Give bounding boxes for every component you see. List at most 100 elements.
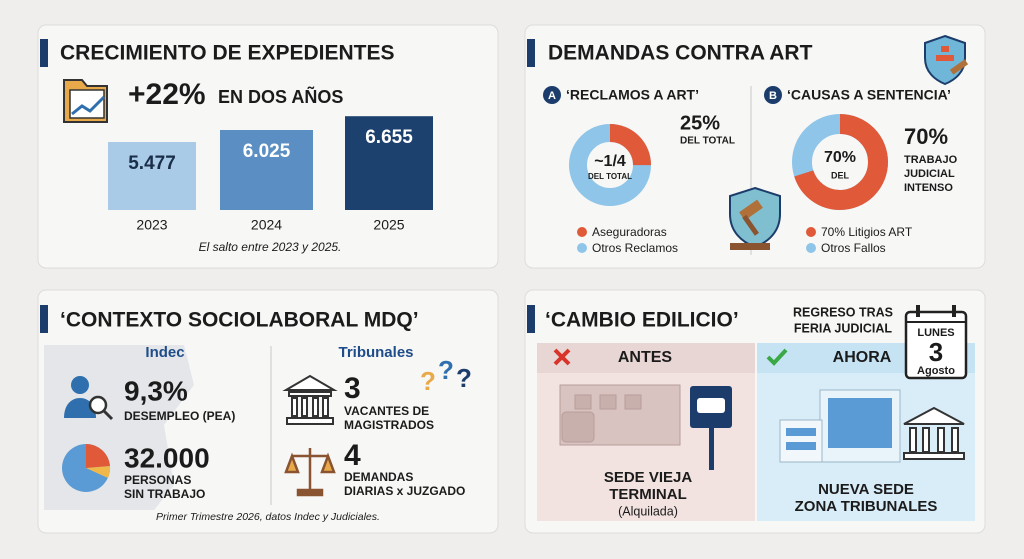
legend-label: Otros Reclamos [592,241,678,255]
bar-label: 6.025 [243,141,291,162]
building-icon [291,397,298,417]
old-building [574,394,592,410]
column-heading: Tribunales [338,344,413,361]
calendar [916,305,920,317]
new-building [779,389,901,463]
accent [527,305,535,333]
percent-caption: JUDICIAL [904,168,955,180]
stat-caption: MAGISTRADOS [344,418,434,432]
badge-text: B [769,90,777,102]
courthouse-icon [903,452,965,460]
legend-dot [806,227,816,237]
headline: +22% [128,78,206,111]
shield-icon [936,46,954,61]
question-icon: ? [420,366,436,396]
bus-stop-icon [697,398,725,413]
check-icon [766,348,788,366]
old-building [561,411,595,443]
caption: TERMINAL [609,486,687,503]
person-icon [64,376,114,421]
headline-suffix: EN DOS AÑOS [218,86,343,107]
before-header [537,343,755,373]
stat-value: 9,3% [124,375,188,406]
bar [345,116,433,210]
gavel-shield-icon [729,186,781,250]
caption-sub: (Alquilada) [618,504,678,518]
percent-caption: TRABAJO [904,154,958,166]
notice: FERIA JUDICIAL [794,321,893,335]
new-building [786,428,816,436]
caption: ZONA TRIBUNALES [795,498,938,515]
subtitle: ‘CAUSAS A SENTENCIA’ [787,87,951,103]
caption: NUEVA SEDE [818,481,914,498]
infographic: 5.477 2023 6.025 2024 6.655 2025 [108,116,433,233]
column-heading: Indec [145,344,184,361]
donut-center: 70% [824,149,856,166]
person-icon [64,398,96,418]
stat-value: 32.000 [124,442,210,473]
badge [543,86,561,104]
cross-icon [553,348,571,366]
shield-icon [924,34,969,86]
building-icon [282,374,338,391]
courthouse-icon [937,427,945,453]
percent-caption: INTENSO [904,182,953,194]
folder-icon [69,89,105,119]
gavel-shield-icon [730,243,770,250]
year-label: 2024 [251,217,282,233]
donut-center: ~1/4 [594,153,626,170]
donut-caption: DEL [831,170,850,180]
infographic [569,124,651,206]
bar-label: 6.655 [365,127,413,148]
person-icon [88,395,108,415]
title: DEMANDAS CONTRA ART [548,42,813,65]
legend-label: Otros Fallos [821,241,886,255]
courthouse-icon [922,427,930,453]
donut-caption: DEL TOTAL [588,172,632,181]
new-building [828,398,892,448]
stat-value: 3 [344,372,361,405]
courthouse-icon [951,427,959,453]
calendar [952,305,956,317]
caption: SEDE VIEJA [604,469,693,486]
stat-caption: DEMANDAS [344,470,413,484]
stat-caption: SIN TRABAJO [124,487,205,501]
title: ‘CAMBIO EDILICIO’ [545,309,739,332]
folder-icon [63,79,108,123]
bus-stop-icon [690,386,732,470]
donut-segment [569,124,651,206]
stat-caption: DESEMPLEO (PEA) [124,409,235,423]
scales-icon [284,448,336,497]
scales-icon [296,488,324,497]
stat-caption: DIARIAS x JUZGADO [344,484,465,498]
building-icon [322,397,329,417]
new-building [786,442,816,450]
question-icon: ??? [420,355,472,396]
courthouse-icon [909,427,917,453]
stat-value: 4 [344,439,361,472]
shield-icon [949,59,969,75]
old-building [599,394,617,410]
title: CRECIMIENTO DE EXPEDIENTES [60,42,395,65]
accent [40,305,48,333]
notice: REGRESO TRAS [793,305,893,319]
question-icon: ? [438,355,454,385]
card [524,24,986,269]
section-label: AHORA [833,349,892,366]
calendar-day: 3 [929,337,943,367]
legend-label: Aseguradoras [592,225,667,239]
percent: 70% [904,124,948,149]
bar [108,142,196,210]
pie-icon [86,466,111,478]
bus-stop-icon [709,428,714,470]
calendar [904,310,968,380]
pie-icon [86,443,110,468]
stat-caption: PERSONAS [124,473,191,487]
person-icon [102,409,114,421]
building-icon [286,417,334,425]
section-label: ANTES [618,349,673,366]
old-building [559,384,681,446]
courthouse-icon [903,406,965,460]
pie-icon [62,443,111,492]
